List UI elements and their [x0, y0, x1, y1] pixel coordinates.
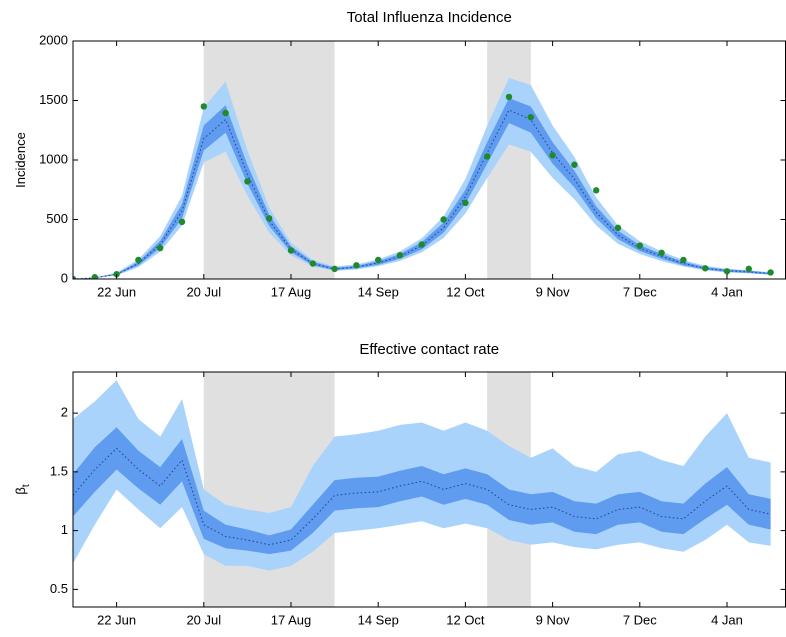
x-tick-label: 17 Aug: [271, 612, 312, 627]
observed-point: [375, 256, 382, 264]
observed-point: [287, 247, 295, 254]
shaded-span: [203, 41, 335, 279]
observed-point: [636, 242, 643, 249]
observed-point: [767, 269, 774, 276]
observed-point: [745, 265, 752, 273]
y-tick-label: 2: [61, 405, 68, 420]
observed-point: [73, 275, 77, 279]
observed-point: [440, 216, 447, 223]
observed-point: [266, 215, 273, 222]
y-label-main: β: [13, 487, 28, 494]
x-tick-label: 22 Jun: [97, 612, 136, 627]
plot-area: [73, 372, 771, 607]
y-label-main: Incidence: [13, 132, 28, 188]
x-tick-label: 4 Jan: [711, 284, 743, 299]
observed-point: [178, 218, 186, 226]
x-tick-label: 4 Jan: [711, 612, 743, 627]
x-tick-label: 22 Jun: [97, 284, 136, 299]
x-tick-label: 9 Nov: [536, 284, 570, 299]
inner-band: [73, 427, 771, 555]
x-tick-label: 17 Aug: [271, 284, 312, 299]
observed-point: [658, 249, 665, 257]
x-tick-label: 7 Dec: [623, 612, 657, 627]
y-tick-label: 0: [61, 270, 68, 285]
observed-point: [614, 224, 622, 232]
observed-point: [484, 153, 491, 160]
y-tick-label: 1500: [39, 92, 68, 107]
x-tick-label: 20 Jul: [186, 284, 221, 299]
median-line: [73, 447, 771, 546]
observed-point: [135, 256, 142, 264]
y-tick-label: 1: [61, 522, 68, 537]
observed-point: [680, 256, 687, 264]
observed-point: [309, 260, 316, 267]
y-tick-label: 1000: [39, 151, 68, 166]
y-axis-label: βt: [13, 484, 31, 494]
x-tick-label: 12 Oct: [446, 612, 485, 627]
chart-title: Effective contact rate: [359, 341, 499, 358]
x-tick-label: 20 Jul: [186, 612, 221, 627]
y-tick-label: 0.5: [50, 581, 68, 596]
plot-area: [73, 41, 774, 279]
observed-point: [91, 274, 98, 279]
observed-point: [527, 113, 534, 121]
y-label-subscript: t: [21, 484, 32, 487]
x-tick-label: 9 Nov: [536, 612, 570, 627]
observed-point: [593, 187, 600, 194]
observed-point: [353, 262, 360, 269]
observed-point: [462, 199, 469, 207]
x-tick-label: 14 Sep: [358, 284, 399, 299]
observed-point: [702, 265, 709, 272]
y-tick-label: 500: [46, 211, 68, 226]
observed-point: [244, 178, 251, 185]
x-tick-label: 14 Sep: [358, 612, 399, 627]
observed-point: [396, 252, 404, 259]
y-axis-label: Incidence: [13, 132, 28, 188]
observed-point: [418, 241, 425, 248]
observed-point: [571, 161, 578, 168]
x-tick-label: 7 Dec: [623, 284, 657, 299]
observed-point: [549, 152, 556, 159]
observed-point: [157, 244, 164, 252]
y-tick-label: 2000: [39, 32, 68, 47]
observed-point: [331, 265, 338, 273]
chart-title: Total Influenza Incidence: [347, 9, 512, 26]
observed-point: [505, 93, 513, 101]
observed-point: [200, 103, 207, 110]
x-tick-label: 12 Oct: [446, 284, 485, 299]
median-line: [73, 109, 771, 279]
observed-point: [222, 109, 229, 117]
observed-point: [723, 268, 731, 275]
y-tick-label: 1.5: [50, 463, 68, 478]
